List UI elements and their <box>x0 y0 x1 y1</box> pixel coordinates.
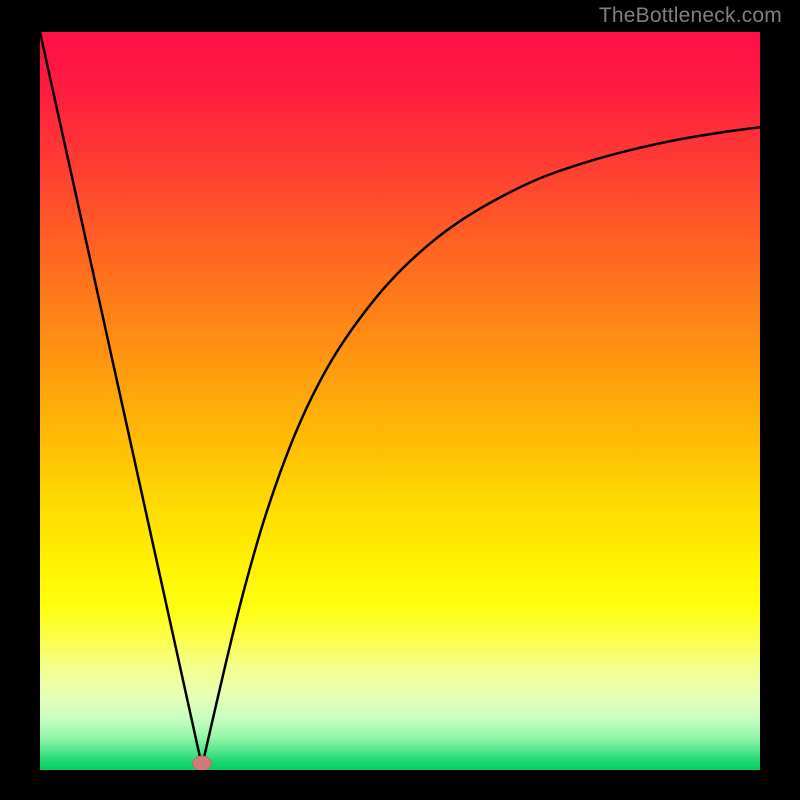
optimal-point-marker <box>193 756 212 770</box>
chart-gradient-background <box>40 32 760 770</box>
attribution-text: TheBottleneck.com <box>599 4 782 28</box>
plot-area <box>40 32 760 770</box>
bottleneck-chart <box>40 32 760 770</box>
